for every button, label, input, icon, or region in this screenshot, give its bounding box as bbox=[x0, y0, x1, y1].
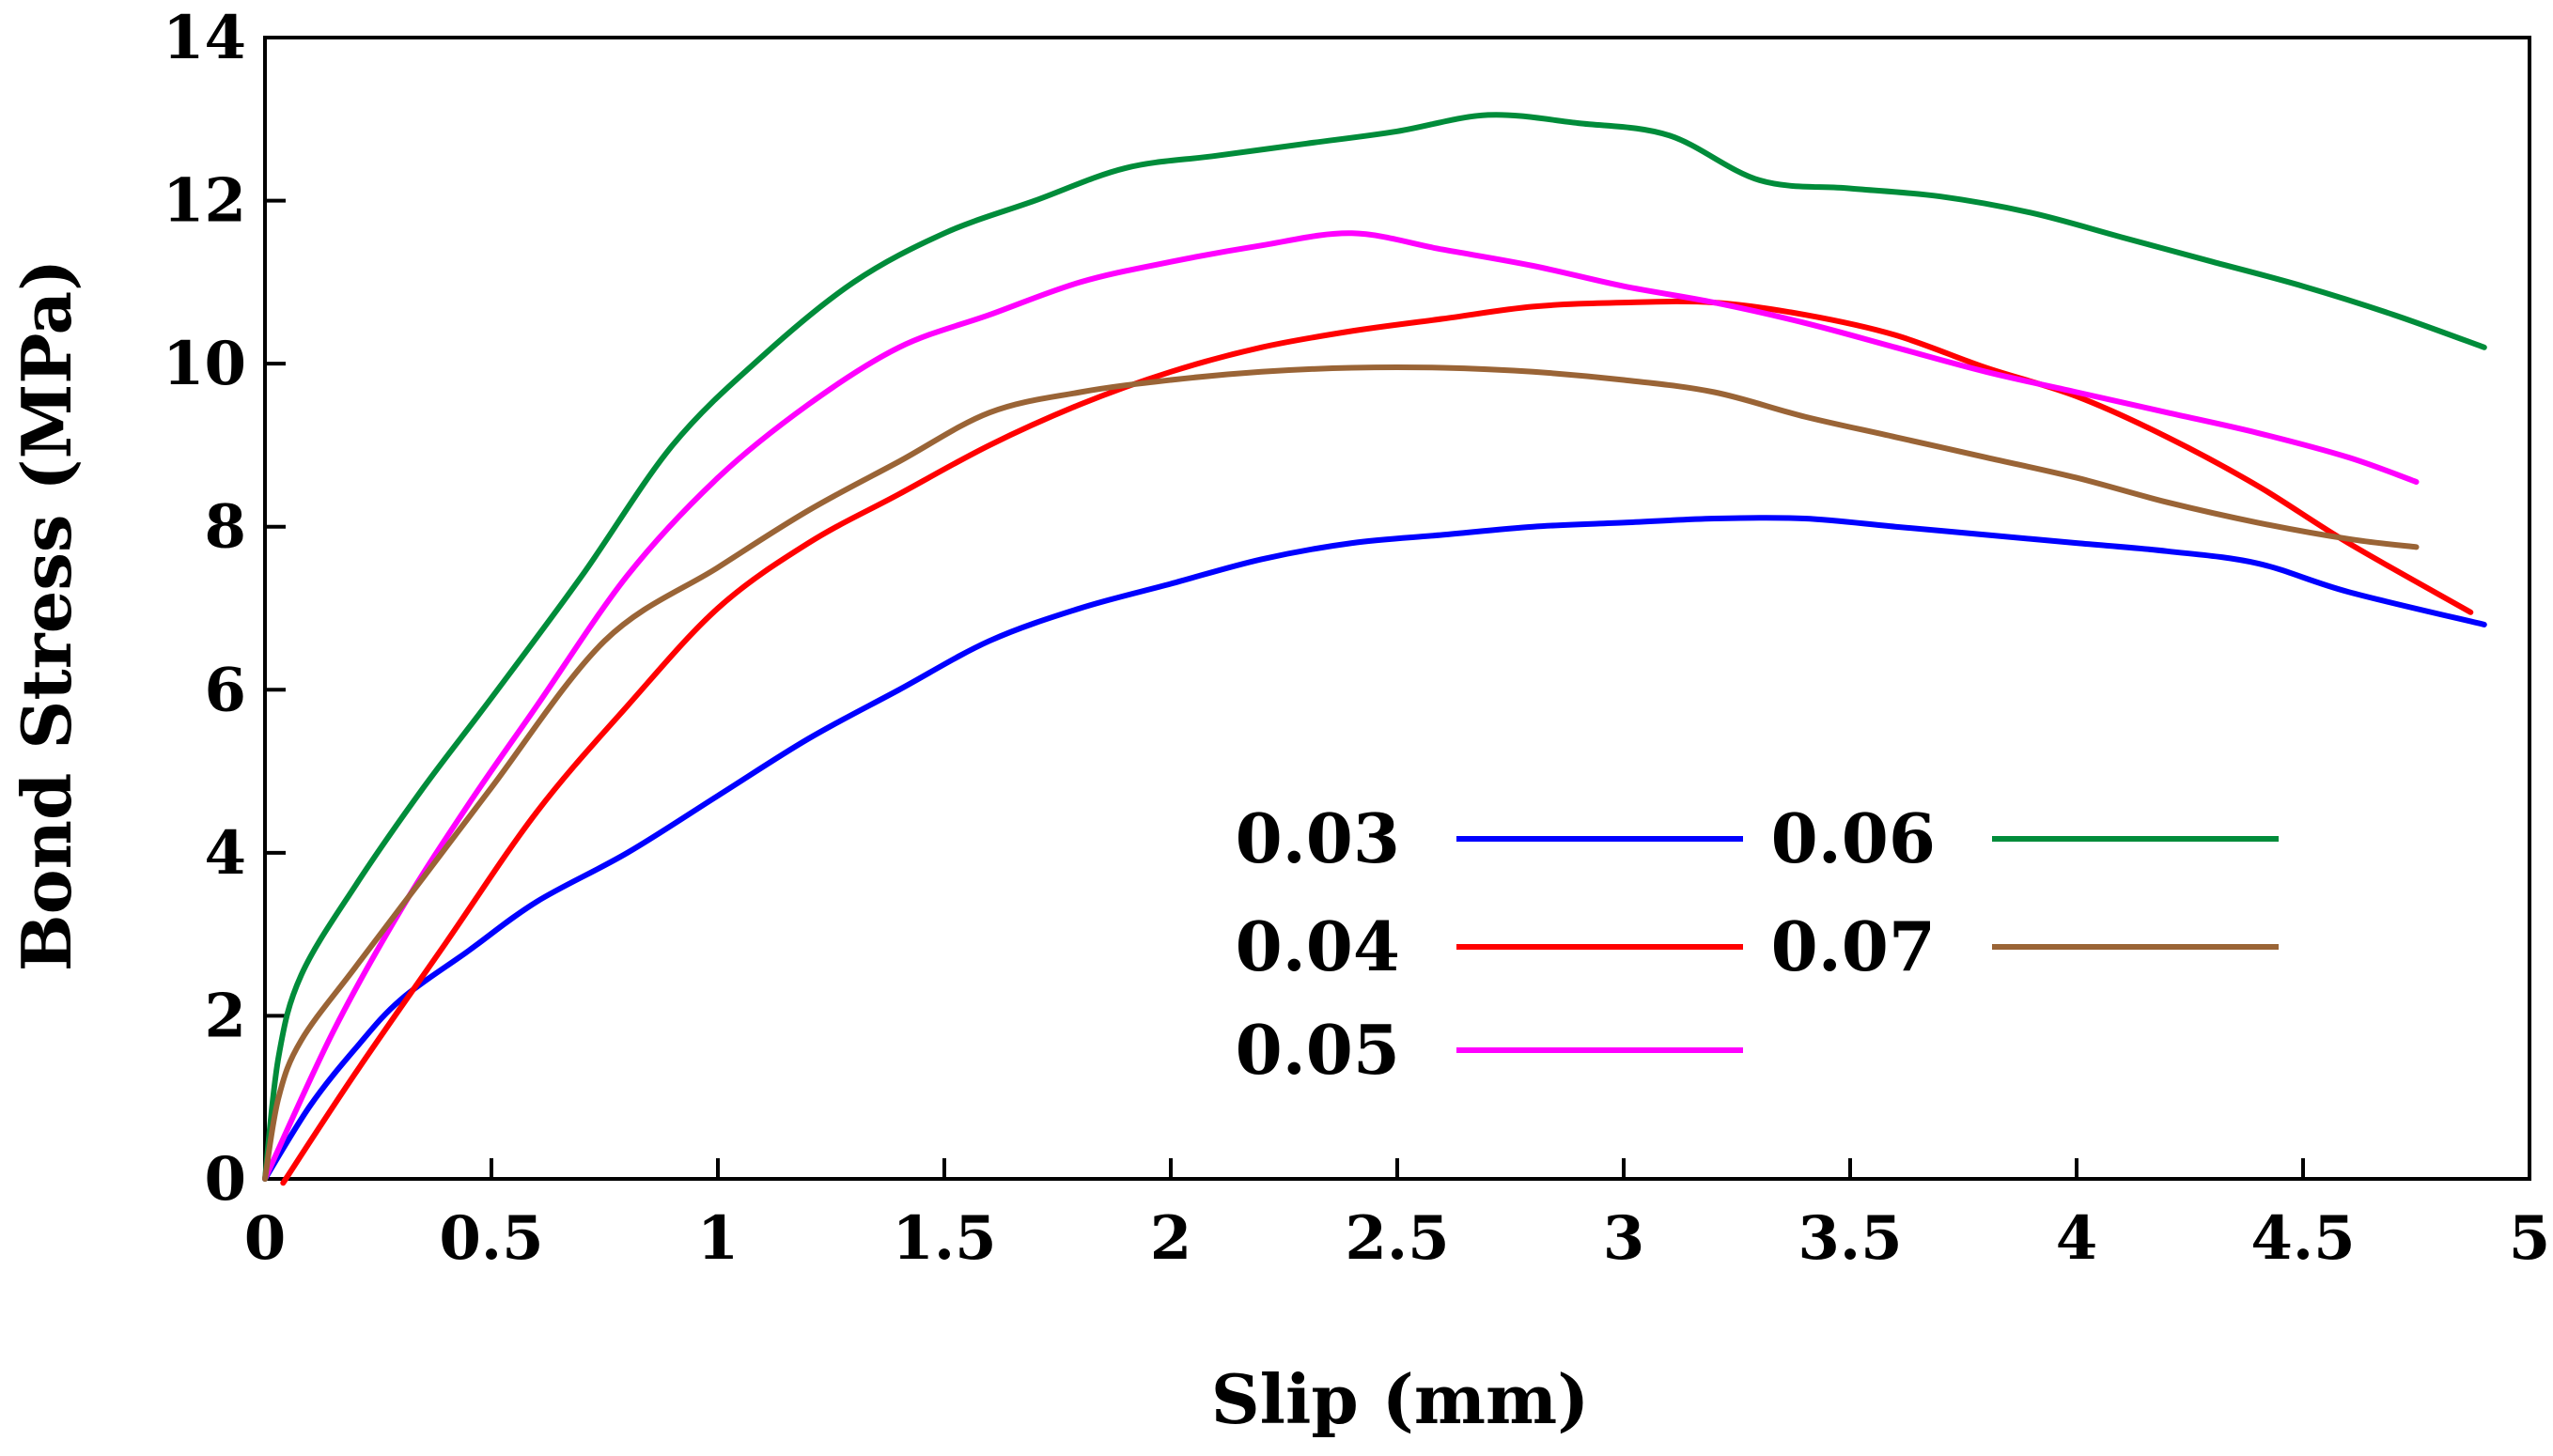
series-lines bbox=[262, 112, 2487, 1186]
y-tick-label: 10 bbox=[163, 329, 246, 399]
x-tick-label: 4.5 bbox=[2250, 1203, 2355, 1274]
y-tick-label: 2 bbox=[204, 981, 246, 1051]
series-line-0.06 bbox=[262, 112, 2487, 1182]
y-axis-ticks: 0 2 4 6 8 10 12 14 bbox=[163, 3, 286, 1215]
x-tick-label: 5 bbox=[2509, 1203, 2551, 1274]
legend-label-0.04: 0.04 bbox=[1236, 906, 1400, 986]
y-tick-label: 12 bbox=[163, 166, 246, 237]
legend: 0.03 0.04 0.05 0.06 0.07 bbox=[1236, 798, 2279, 1090]
y-tick-label: 4 bbox=[204, 818, 246, 889]
x-tick-label: 3 bbox=[1603, 1203, 1645, 1274]
x-tick-label: 1.5 bbox=[892, 1203, 996, 1274]
series-line-0.03 bbox=[262, 515, 2487, 1182]
x-tick-label: 2.5 bbox=[1345, 1203, 1449, 1274]
x-tick-label: 1 bbox=[697, 1203, 739, 1274]
y-tick-label: 6 bbox=[204, 655, 246, 725]
x-tick-label: 2 bbox=[1150, 1203, 1192, 1274]
legend-label-0.06: 0.06 bbox=[1771, 798, 1936, 878]
y-axis-title: Bond Stress (MPa) bbox=[7, 259, 86, 971]
x-tick-label: 4 bbox=[2056, 1203, 2098, 1274]
legend-label-0.07: 0.07 bbox=[1771, 906, 1936, 986]
x-tick-label: 3.5 bbox=[1798, 1203, 1902, 1274]
x-axis-title: Slip (mm) bbox=[1211, 1359, 1590, 1439]
series-line-0.07 bbox=[262, 364, 2420, 1182]
legend-label-0.05: 0.05 bbox=[1236, 1010, 1400, 1090]
x-axis-ticks: 0 0.5 1 1.5 2 2.5 3 3.5 4 4.5 5 bbox=[244, 1158, 2551, 1274]
series-line-0.04 bbox=[280, 298, 2474, 1186]
x-tick-label: 0 bbox=[244, 1203, 287, 1274]
x-tick-label: 0.5 bbox=[439, 1203, 543, 1274]
y-tick-label: 0 bbox=[204, 1144, 246, 1215]
y-tick-label: 8 bbox=[204, 492, 246, 563]
y-tick-label: 14 bbox=[163, 3, 246, 73]
series-line-0.05 bbox=[262, 230, 2420, 1182]
legend-label-0.03: 0.03 bbox=[1236, 798, 1400, 878]
